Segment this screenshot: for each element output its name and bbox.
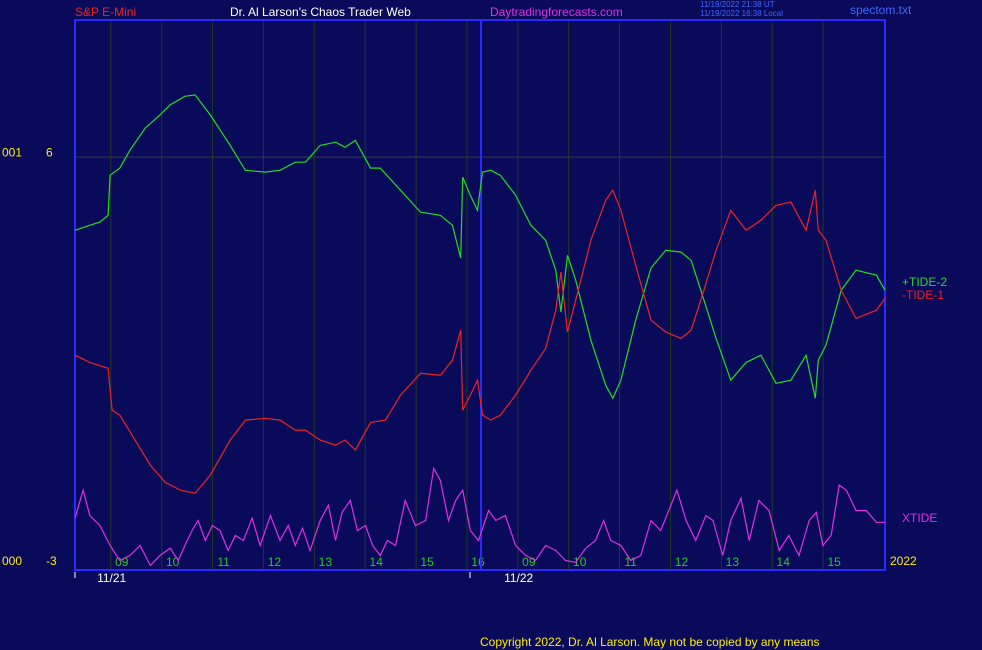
legend-label: -TIDE-1 bbox=[902, 288, 944, 302]
x-tick-label: 13 bbox=[319, 555, 333, 569]
series-line bbox=[74, 466, 885, 567]
time-local: 11/19/2022 16:38 Local bbox=[700, 9, 783, 18]
legend-label: XTIDE bbox=[902, 511, 937, 525]
copyright: Copyright 2022, Dr. Al Larson. May not b… bbox=[480, 635, 820, 649]
series-line bbox=[74, 94, 886, 400]
date-label: 11/21 bbox=[97, 571, 126, 585]
x-tick-label: 12 bbox=[675, 555, 689, 569]
x-tick-label: 10 bbox=[573, 555, 587, 569]
y-tick-label: 6 bbox=[46, 145, 53, 159]
y-side-label: 000 bbox=[2, 554, 22, 568]
x-tick-label: 12 bbox=[268, 555, 282, 569]
x-tick-label: 10 bbox=[166, 555, 180, 569]
year: 2022 bbox=[890, 554, 917, 568]
series-line bbox=[74, 189, 886, 494]
y-tick-label: -3 bbox=[46, 554, 57, 568]
legend-label: +TIDE-2 bbox=[902, 275, 947, 289]
date-label: 11/22 bbox=[504, 571, 533, 585]
site-title: Dr. Al Larson's Chaos Trader Web bbox=[230, 5, 411, 19]
site-url: Daytradingforecasts.com bbox=[490, 5, 623, 19]
y-side-label: 001 bbox=[2, 145, 22, 159]
x-tick-label: 14 bbox=[777, 555, 791, 569]
x-tick-label: 15 bbox=[420, 555, 434, 569]
x-tick-label: 14 bbox=[370, 555, 384, 569]
x-tick-label: 15 bbox=[827, 555, 841, 569]
file-name: spectom.txt bbox=[850, 3, 912, 17]
symbol: S&P E-Mini bbox=[75, 5, 136, 19]
x-tick-label: 16 bbox=[471, 555, 485, 569]
x-tick-label: 13 bbox=[726, 555, 740, 569]
x-tick-label: 11 bbox=[217, 555, 230, 569]
x-tick-label: 11 bbox=[624, 555, 637, 569]
time-ut: 11/19/2022 21:38 UT bbox=[700, 0, 775, 9]
